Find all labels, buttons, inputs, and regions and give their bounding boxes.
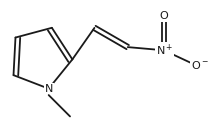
- Text: O$^-$: O$^-$: [191, 59, 209, 71]
- Text: N$^+$: N$^+$: [156, 43, 173, 58]
- Text: O: O: [160, 11, 168, 21]
- Text: N: N: [44, 84, 53, 94]
